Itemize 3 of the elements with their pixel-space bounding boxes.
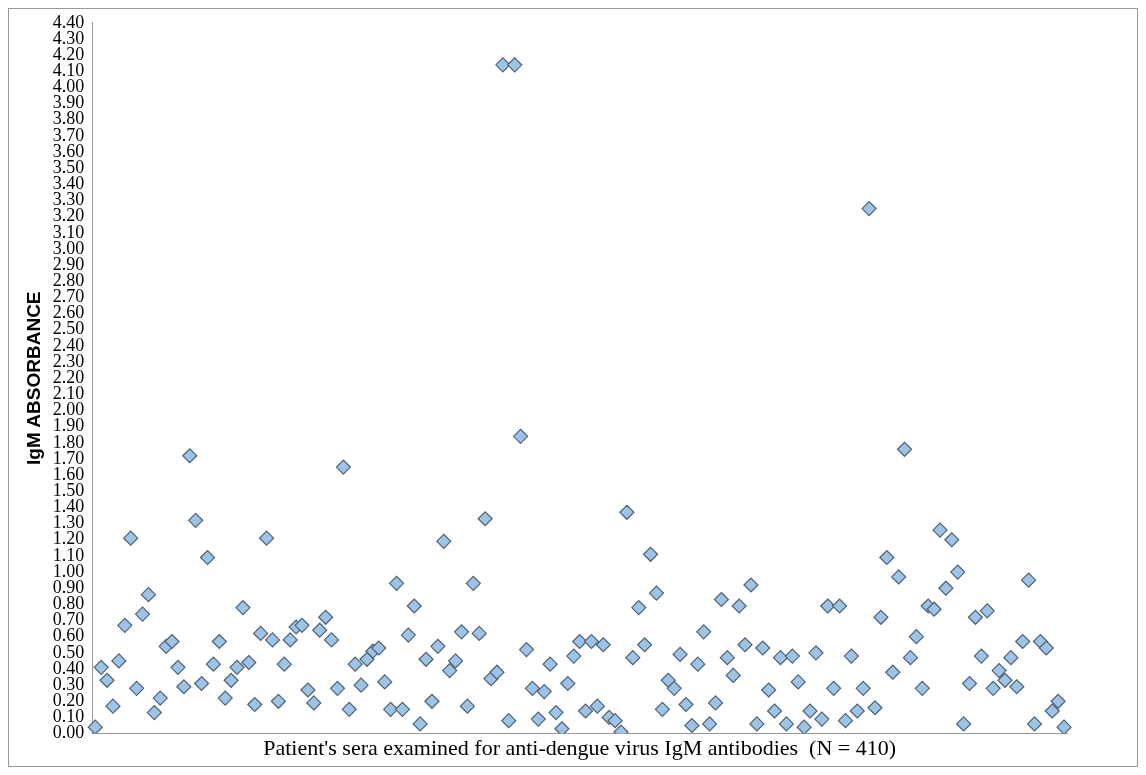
y-axis-title: IgM ABSORBANCE — [22, 291, 44, 465]
x-axis-title: Patient's sera examined for anti-dengue virus IgM antibodies (N = 410) — [263, 734, 897, 760]
y-tick-label: 0.00 — [52, 722, 85, 743]
